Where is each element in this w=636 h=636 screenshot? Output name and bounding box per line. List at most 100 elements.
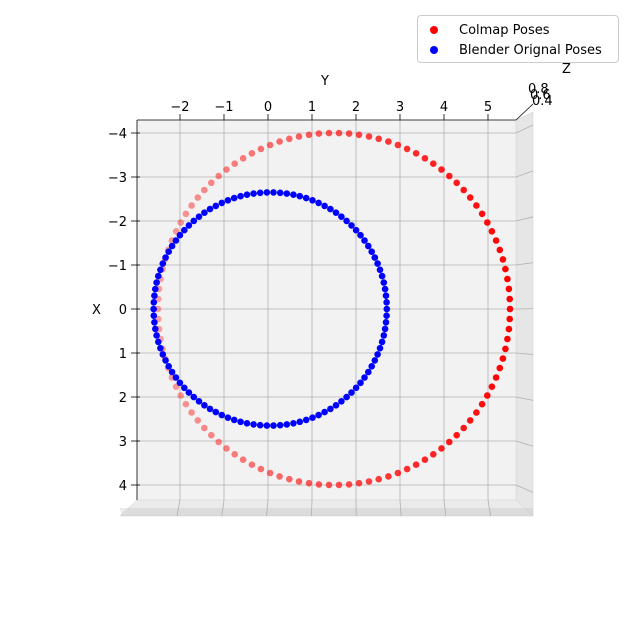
grid-line-floor <box>221 499 225 517</box>
blender-pose-point <box>315 199 322 207</box>
blender-pose-point <box>361 374 368 381</box>
colmap-pose-point <box>502 265 509 273</box>
blender-pose-point <box>343 393 350 401</box>
blender-pose-point <box>256 421 264 429</box>
colmap-pose-point <box>496 364 504 372</box>
colmap-pose-point <box>430 451 437 458</box>
back-pane <box>137 120 516 500</box>
grid-line-side <box>515 170 534 178</box>
colmap-pose-point <box>460 424 468 432</box>
x-tick-label: −3 <box>108 171 127 186</box>
blender-pose-point <box>365 368 372 376</box>
colmap-pose-point <box>325 129 333 137</box>
colmap-pose-point <box>208 431 215 439</box>
colmap-pose-point <box>466 417 474 424</box>
z-tick-label: 0.8 <box>528 82 549 97</box>
blender-pose-point <box>383 305 391 313</box>
blender-pose-point <box>150 299 158 306</box>
x-tick-label: −4 <box>108 127 127 142</box>
grid-line-floor <box>487 499 491 517</box>
z-tick-label: 0.4 <box>532 94 553 109</box>
colmap-pose-point <box>375 135 383 143</box>
blender-pose-point <box>270 422 277 429</box>
colmap-pose-point <box>201 424 208 432</box>
blender-pose-point <box>201 402 208 409</box>
blender-pose-point <box>172 374 180 381</box>
colmap-pose-point <box>478 400 486 408</box>
blender-pose-point <box>181 384 188 392</box>
colmap-pose-point <box>394 469 402 477</box>
blender-pose-point <box>382 292 390 300</box>
colmap-pose-point <box>466 194 474 201</box>
legend-label-blender: Blender Orignal Poses <box>459 42 602 58</box>
grid-line-side <box>515 352 534 355</box>
blender-pose-point <box>195 213 203 220</box>
colmap-pose-point <box>266 141 274 149</box>
y-tick-label: 0 <box>264 100 272 115</box>
floor-pane <box>119 499 534 517</box>
blender-pose-point <box>224 197 232 204</box>
colmap-pose-point <box>295 133 303 140</box>
blender-pose-point <box>181 226 188 234</box>
blender-pose-point <box>159 260 167 267</box>
legend-marker-colmap <box>430 26 438 34</box>
colmap-pose-point <box>355 131 363 139</box>
x-tick-label: −1 <box>108 259 127 274</box>
blender-pose-point <box>290 191 297 198</box>
colmap-pose-point <box>505 325 513 333</box>
blender-pose-point <box>283 421 291 428</box>
blender-pose-point <box>276 189 284 197</box>
colmap-pose-point <box>385 138 392 145</box>
blender-pose-point <box>382 319 390 326</box>
blender-pose-point <box>185 389 193 396</box>
blender-pose-point <box>283 190 291 197</box>
grid-line-side <box>515 216 534 222</box>
blender-pose-point <box>309 197 316 204</box>
blender-pose-point <box>162 254 169 261</box>
blender-pose-point <box>357 379 364 387</box>
colmap-pose-point <box>473 409 480 416</box>
blender-pose-point <box>338 398 345 405</box>
colmap-pose-point <box>506 315 513 323</box>
colmap-pose-point <box>488 383 496 391</box>
blender-pose-point <box>302 194 310 202</box>
blender-pose-point <box>190 217 198 225</box>
colmap-pose-point <box>496 246 504 254</box>
colmap-pose-point <box>446 438 453 446</box>
colmap-pose-point <box>375 475 383 483</box>
blender-pose-point <box>150 312 158 320</box>
colmap-pose-point <box>286 135 293 143</box>
legend: Colmap Poses Blender Orignal Poses <box>417 15 619 63</box>
x-axis-label: X <box>92 303 101 318</box>
colmap-pose-point <box>345 481 353 488</box>
colmap-pose-point <box>446 172 453 180</box>
colmap-pose-point <box>276 473 283 480</box>
blender-pose-point <box>185 222 193 229</box>
colmap-pose-point <box>305 131 313 139</box>
blender-pose-point <box>218 199 226 207</box>
blender-pose-point <box>230 194 238 202</box>
blender-pose-point <box>151 292 158 300</box>
colmap-pose-point <box>286 475 293 483</box>
blender-pose-point <box>250 190 257 197</box>
blender-pose-point <box>212 202 220 210</box>
blender-pose-point <box>165 248 172 255</box>
colmap-pose-point <box>453 431 461 439</box>
legend-item-colmap: Colmap Poses <box>430 21 550 39</box>
colmap-pose-point <box>215 172 222 180</box>
colmap-pose-point <box>188 409 195 416</box>
blender-pose-point <box>321 202 328 210</box>
blender-pose-point <box>383 312 390 320</box>
legend-item-blender: Blender Orignal Poses <box>430 41 602 59</box>
blender-pose-point <box>371 254 379 261</box>
grid-line-floor <box>266 499 269 517</box>
colmap-pose-point <box>182 400 190 408</box>
grid-line-floor <box>311 499 313 517</box>
side-pane <box>515 111 534 517</box>
blender-pose-point <box>368 248 376 255</box>
grid-line-floor <box>443 499 447 517</box>
colmap-pose-point <box>506 295 513 303</box>
colmap-pose-point <box>502 345 509 353</box>
blender-pose-point <box>296 192 304 200</box>
z-axis-label: Z <box>562 62 571 77</box>
